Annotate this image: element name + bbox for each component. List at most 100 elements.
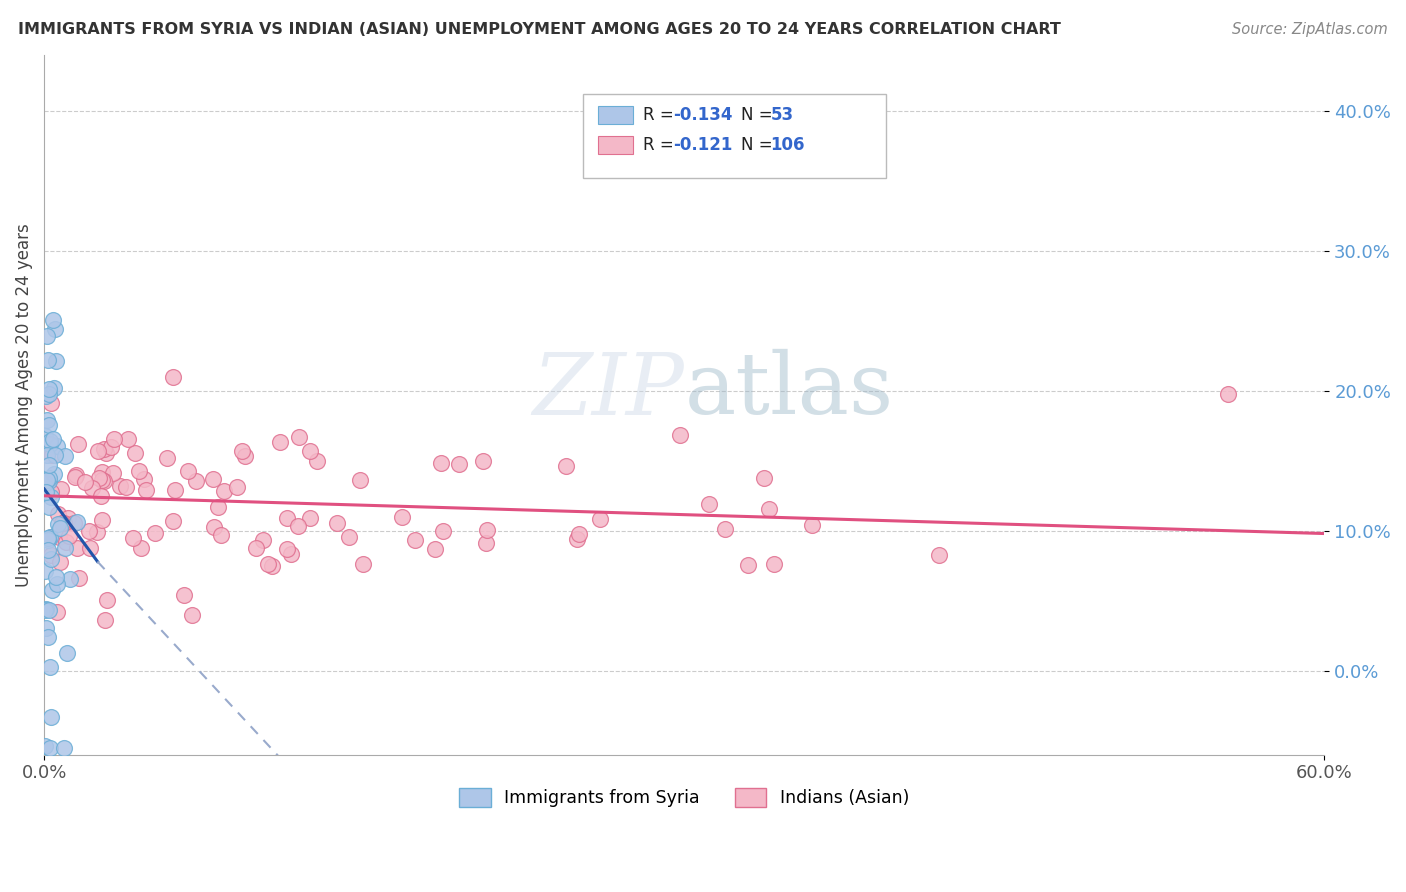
Point [38,471,60,485]
Point [35,389,58,403]
Point [156,450,179,465]
Point [48,508,70,522]
Point [37,630,59,644]
Point [38,386,60,401]
Text: N =: N = [741,106,778,124]
Point [226,480,249,494]
Point [714,522,737,536]
Point [90,490,112,504]
Point [135,483,157,497]
Text: 53: 53 [770,106,793,124]
Point [42,382,65,396]
Point [100,440,122,454]
Point [143,525,166,540]
Point [762,557,785,571]
Point [66,541,89,556]
Point [103,432,125,446]
Point [37,449,59,463]
Point [41,448,63,462]
Text: IMMIGRANTS FROM SYRIA VS INDIAN (ASIAN) UNEMPLOYMENT AMONG AGES 20 TO 24 YEARS C: IMMIGRANTS FROM SYRIA VS INDIAN (ASIAN) … [18,22,1062,37]
Point [45,577,67,591]
Point [39,530,62,544]
Point [124,446,146,460]
Point [326,516,349,530]
Point [41,552,63,566]
Text: N =: N = [741,136,778,154]
Point [48,520,70,534]
Text: -0.134: -0.134 [673,106,733,124]
Point [202,519,225,533]
Point [58,510,80,524]
Point [59,573,82,587]
Point [55,535,77,549]
Text: atlas: atlas [685,350,893,433]
Point [184,475,207,489]
Point [53,450,76,464]
Point [121,531,143,545]
Point [51,516,73,530]
Point [58,529,80,543]
Point [39,484,62,499]
Point [46,605,69,619]
Point [41,432,63,446]
Point [262,558,284,573]
Point [62,516,84,531]
Point [209,527,232,541]
Point [38,434,60,449]
Point [128,464,150,478]
Point [65,467,87,482]
Point [34,739,56,753]
Point [67,571,90,585]
Point [568,526,591,541]
Point [52,516,75,531]
Point [87,443,110,458]
Point [298,444,321,458]
Text: -0.121: -0.121 [673,136,733,154]
Point [37,353,59,368]
Point [53,740,76,755]
Point [39,396,62,410]
Legend: Immigrants from Syria, Indians (Asian): Immigrants from Syria, Indians (Asian) [450,780,918,816]
Point [38,382,60,396]
Point [38,603,60,617]
Point [96,593,118,607]
Point [38,417,60,432]
Point [35,329,58,343]
Point [668,428,690,442]
Point [42,467,65,481]
Point [287,430,309,444]
Point [423,542,446,557]
Point [45,354,67,368]
Point [352,557,374,571]
Point [567,532,589,546]
Y-axis label: Unemployment Among Ages 20 to 24 years: Unemployment Among Ages 20 to 24 years [15,223,32,587]
Point [129,541,152,555]
Point [349,473,371,487]
Point [35,473,58,487]
Point [46,439,69,453]
Point [1218,386,1240,401]
Point [34,429,56,443]
Point [39,710,62,724]
Point [38,500,60,514]
Point [39,491,62,505]
Point [91,473,114,487]
Point [117,432,139,446]
Point [177,465,200,479]
Point [34,565,56,579]
Point [41,583,63,598]
Point [589,512,612,526]
Point [38,437,60,451]
Point [245,541,267,555]
Point [86,524,108,539]
Point [477,524,499,538]
Point [66,436,89,450]
Text: R =: R = [643,106,679,124]
Point [337,530,360,544]
Point [276,542,298,557]
Point [82,481,104,495]
Point [432,524,454,538]
Point [45,569,67,583]
Point [758,502,780,516]
Point [37,531,59,545]
